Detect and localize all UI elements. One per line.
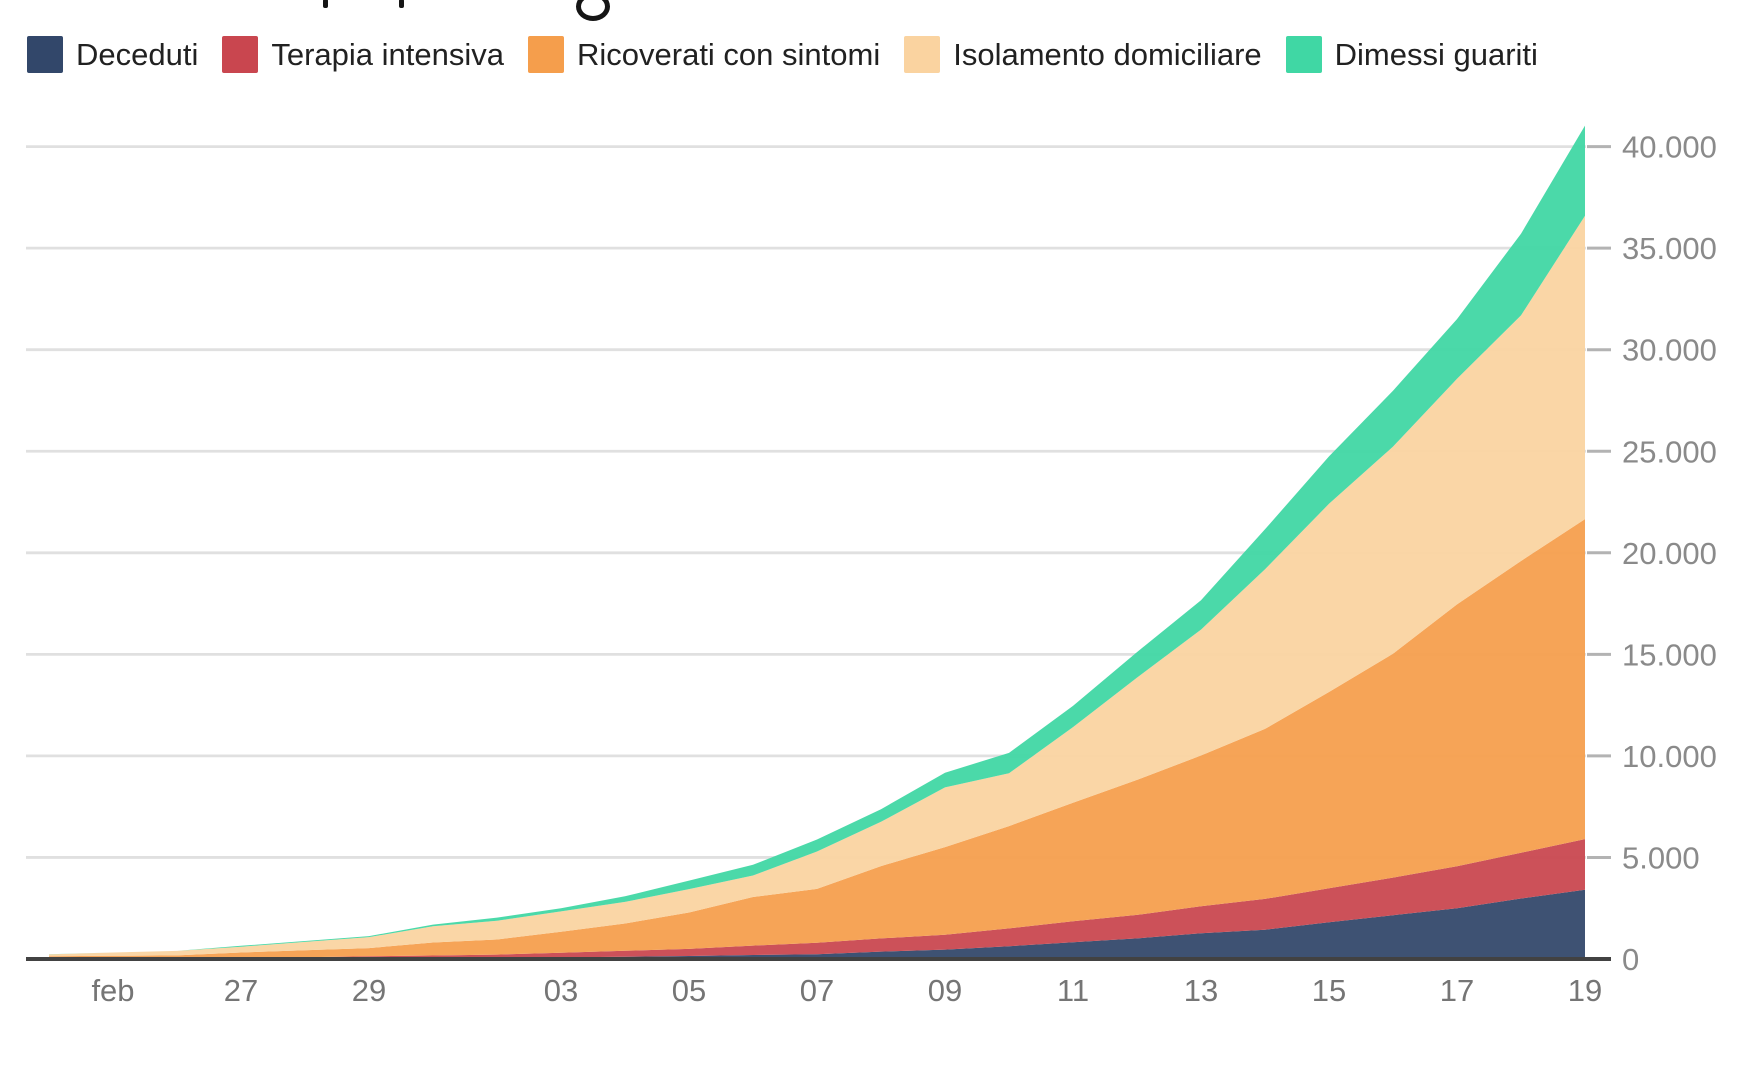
area-series-ricoverati-con-sintomi[interactable] [49,519,1585,959]
x-axis-label: feb [91,973,134,1008]
legend-item-terapia-intensiva[interactable]: Terapia intensiva [222,36,504,73]
y-axis-label: 10.000 [1622,739,1717,774]
legend-swatch-dimessi-guariti [1285,36,1322,73]
y-axis-label: 40.000 [1622,130,1717,165]
clipped-title-descender [576,0,610,21]
legend-swatch-ricoverati-con-sintomi [528,36,564,73]
y-axis-label: 15.000 [1622,637,1717,672]
legend-swatch-terapia-intensiva [222,36,259,73]
y-axis-label: 5.000 [1622,840,1700,875]
area-series-dimessi-guariti[interactable] [49,125,1585,955]
x-axis-label: 17 [1440,973,1474,1008]
x-axis-label: 13 [1184,973,1218,1008]
legend-label: Ricoverati con sintomi [577,37,881,72]
legend-item-isolamento-domiciliare[interactable]: Isolamento domiciliare [904,36,1262,73]
clipped-title-descender [323,0,328,8]
legend-item-dimessi-guariti[interactable]: Dimessi guariti [1285,36,1538,73]
x-axis-label: 09 [928,973,962,1008]
y-axis-label: 30.000 [1622,333,1717,368]
legend-label: Deceduti [76,37,199,72]
legend-label: Dimessi guariti [1334,37,1538,72]
area-series-deceduti[interactable] [49,889,1585,959]
x-axis-label: 15 [1312,973,1346,1008]
y-axis-label: 35.000 [1622,231,1717,266]
chart-legend: Deceduti Terapia intensiva Ricoverati co… [27,36,1538,73]
x-axis-label: 07 [800,973,834,1008]
x-axis-label: 05 [672,973,706,1008]
x-axis-label: 27 [224,973,258,1008]
legend-swatch-deceduti [27,36,63,73]
clipped-title-descender [399,0,404,8]
area-series-isolamento-domiciliare[interactable] [49,215,1585,957]
legend-label: Terapia intensiva [271,37,504,72]
legend-item-deceduti[interactable]: Deceduti [27,36,198,73]
x-axis-label: 29 [352,973,386,1008]
legend-swatch-isolamento-domiciliare [904,36,941,73]
area-series-terapia-intensiva[interactable] [49,839,1585,959]
legend-item-ricoverati-con-sintomi[interactable]: Ricoverati con sintomi [528,36,880,73]
x-axis-label: 03 [544,973,578,1008]
y-axis-label: 20.000 [1622,536,1717,571]
x-axis-label: 11 [1057,973,1089,1008]
legend-label: Isolamento domiciliare [953,37,1262,72]
y-axis-label: 0 [1622,942,1639,977]
x-axis-label: 19 [1568,973,1602,1008]
y-axis-label: 25.000 [1622,434,1717,469]
